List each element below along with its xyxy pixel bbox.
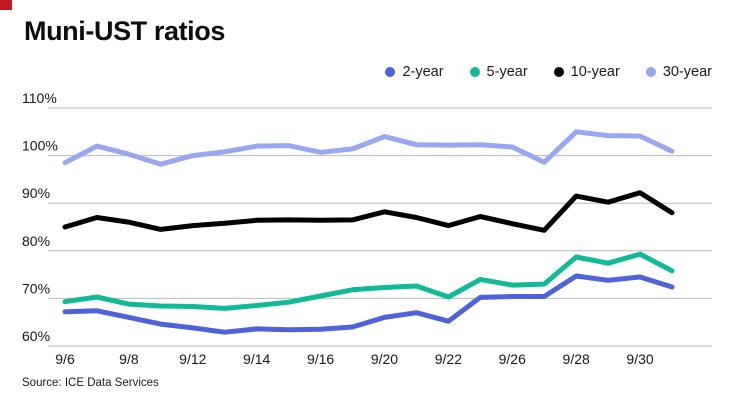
x-tick-label: 9/20: [371, 351, 398, 367]
legend-label-10-year: 10-year: [570, 64, 620, 80]
series-line-2-year: [62, 273, 675, 335]
x-tick-label: 9/22: [435, 351, 462, 367]
legend-item-2-year: 2-year: [385, 64, 444, 80]
x-tick-label: 9/12: [179, 351, 206, 367]
series-line-10-year: [62, 190, 675, 233]
legend-dot-2-year: [385, 67, 396, 77]
legend-dot-5-year: [469, 67, 480, 77]
y-tick-label: 70%: [22, 280, 50, 296]
y-tick-label: 100%: [22, 138, 58, 154]
y-tick-label: 110%: [22, 90, 57, 106]
legend-dot-10-year: [553, 67, 564, 77]
x-tick-label: 9/30: [626, 351, 653, 367]
x-tick-label: 9/6: [55, 351, 75, 367]
legend: 2-year 5-year 10-year 30-year: [385, 64, 712, 80]
x-tick-label: 9/26: [499, 351, 526, 367]
legend-item-10-year: 10-year: [553, 64, 620, 80]
x-tick-label: 9/16: [307, 351, 334, 367]
x-tick-label: 9/8: [119, 351, 139, 367]
series-line-5-year: [62, 251, 675, 311]
legend-label-30-year: 30-year: [662, 64, 712, 80]
legend-label-5-year: 5-year: [486, 64, 528, 80]
chart-title: Muni-UST ratios: [24, 16, 225, 46]
y-tick-label: 60%: [22, 328, 50, 344]
legend-item-5-year: 5-year: [469, 64, 528, 80]
x-tick-label: 9/28: [563, 351, 590, 367]
y-tick-label: 80%: [22, 233, 50, 249]
series-line-30-year: [62, 129, 675, 167]
legend-label-2-year: 2-year: [402, 64, 444, 80]
source-note: Source: ICE Data Services: [22, 377, 159, 389]
y-tick-label: 90%: [22, 185, 50, 201]
brand-corner-mark: [0, 0, 12, 10]
x-tick-label: 9/14: [243, 351, 270, 367]
legend-item-30-year: 30-year: [645, 64, 712, 80]
legend-dot-30-year: [645, 67, 656, 77]
